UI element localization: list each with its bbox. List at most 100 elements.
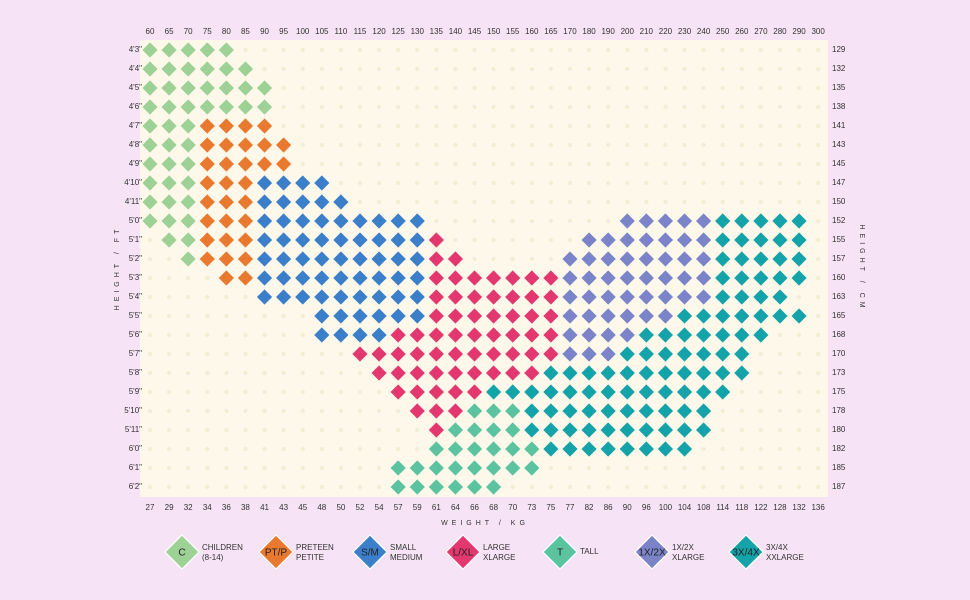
y-tick-label: 5'11" [125, 425, 142, 434]
y2-tick-label: 147 [832, 178, 846, 187]
size-cell [199, 61, 215, 77]
grid-dot [205, 275, 210, 281]
size-cell [199, 80, 215, 96]
grid-dot [777, 484, 783, 490]
size-cell [256, 137, 273, 153]
grid-dot [796, 370, 802, 376]
size-cell [600, 289, 616, 305]
size-cell [390, 460, 406, 476]
grid-dot [796, 389, 802, 395]
size-cell [409, 384, 425, 400]
size-cell [676, 365, 693, 381]
grid-dot [720, 85, 725, 91]
size-cell [562, 270, 578, 286]
grid-dot [434, 199, 439, 205]
size-cell [486, 346, 502, 362]
size-cell [218, 61, 234, 77]
size-cell [352, 346, 368, 362]
grid-dot [300, 427, 305, 433]
grid-dot [605, 180, 611, 186]
grid-dot [338, 180, 344, 186]
grid-dot [739, 465, 744, 471]
size-cell [256, 232, 273, 248]
grid-dot [605, 484, 611, 490]
size-cell [428, 308, 444, 324]
size-cell [466, 346, 483, 362]
size-cell [696, 289, 712, 305]
size-cell [562, 308, 578, 324]
grid-dot [395, 427, 401, 433]
grid-dot [605, 85, 611, 91]
size-cell [352, 232, 368, 248]
size-cell [447, 308, 464, 324]
size-cell [142, 42, 158, 58]
grid-dot [319, 123, 325, 129]
legend-label: LARGE [483, 543, 510, 552]
size-cell [772, 270, 788, 286]
size-cell [715, 213, 731, 229]
size-cell [390, 327, 406, 343]
grid-dot [644, 142, 649, 148]
grid-dot [682, 66, 687, 72]
size-cell [753, 213, 769, 229]
x-bottom-tick-label: 34 [203, 503, 212, 512]
size-cell [409, 460, 425, 476]
size-cell [390, 232, 406, 248]
grid-dot [185, 351, 191, 357]
grid-dot [395, 142, 401, 148]
size-cell [486, 479, 502, 495]
size-cell [256, 213, 273, 229]
grid-dot [415, 123, 420, 129]
size-cell [199, 118, 215, 134]
y-tick-label: 5'8" [129, 368, 142, 377]
grid-dot [586, 66, 592, 72]
grid-dot [739, 427, 744, 433]
grid-dot [357, 446, 363, 452]
grid-dot [453, 66, 458, 72]
grid-dot [491, 256, 496, 262]
grid-dot [434, 123, 439, 129]
grid-dot [166, 275, 172, 281]
x-bottom-tick-label: 75 [546, 503, 555, 512]
grid-dot [357, 66, 363, 72]
grid-dot [682, 85, 687, 91]
size-cell [676, 251, 693, 267]
grid-dot [758, 484, 764, 490]
grid-dot [357, 85, 363, 91]
grid-dot [815, 332, 821, 338]
grid-dot [529, 237, 534, 243]
grid-dot [262, 313, 267, 319]
size-cell [715, 346, 731, 362]
size-cell [600, 251, 616, 267]
grid-dot [376, 85, 382, 91]
grid-dot [395, 47, 401, 53]
size-cell [581, 365, 597, 381]
grid-dot [815, 465, 821, 471]
grid-dot [147, 408, 153, 414]
grid-dot [472, 66, 477, 72]
size-cell [657, 422, 674, 438]
grid-dot [281, 408, 286, 414]
size-cell [142, 80, 158, 96]
grid-dot [815, 427, 821, 433]
size-cell [333, 270, 349, 286]
grid-dot [300, 332, 305, 338]
grid-dot [491, 218, 496, 224]
size-cell [199, 175, 215, 191]
grid-dot [777, 446, 783, 452]
grid-dot [472, 218, 477, 224]
size-cell [161, 232, 177, 248]
grid-dot [300, 351, 305, 357]
size-cell [505, 346, 521, 362]
grid-dot [319, 389, 325, 395]
grid-dot [625, 142, 630, 148]
size-cell [218, 232, 234, 248]
size-cell [524, 346, 540, 362]
grid-dot [720, 66, 725, 72]
grid-dot [205, 484, 210, 490]
size-cell [486, 289, 502, 305]
size-cell [600, 365, 616, 381]
grid-dot [453, 104, 458, 110]
grid-dot [701, 161, 706, 167]
size-cell [543, 308, 559, 324]
